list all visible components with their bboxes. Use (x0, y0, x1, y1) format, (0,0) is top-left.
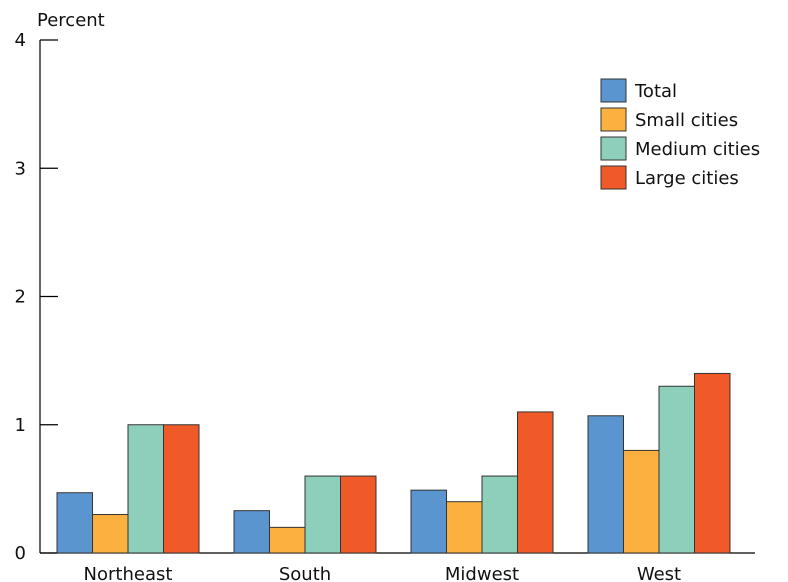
y-tick-label: 4 (15, 30, 26, 51)
x-tick-label: South (279, 564, 331, 582)
y-axis-ticks: 0 1 2 3 4 (15, 30, 58, 564)
bars (56, 372, 731, 554)
x-tick-label: Northeast (84, 564, 173, 582)
bar-south-total (233, 510, 270, 554)
bar-northeast-small-cities (92, 514, 129, 554)
bar-northeast-medium-cities (127, 424, 164, 554)
bar-west-medium-cities (658, 385, 695, 554)
bar-west-large-cities (694, 372, 731, 554)
x-tick-label: Midwest (445, 564, 519, 582)
y-tick-label: 2 (15, 287, 26, 308)
bar-midwest-medium-cities (481, 475, 518, 554)
y-tick-label: 0 (15, 543, 26, 564)
x-axis-labels: Northeast South Midwest West (84, 564, 682, 582)
legend-swatch (600, 78, 627, 103)
bar-west-small-cities (623, 449, 660, 554)
bar-midwest-large-cities (517, 411, 554, 554)
x-tick-label: West (637, 564, 681, 582)
legend-swatch (600, 107, 627, 132)
legend-label: Total (634, 81, 677, 102)
y-tick-label: 3 (15, 158, 26, 179)
legend: Total Small cities Medium cities Large citi… (600, 78, 760, 190)
legend-swatch (600, 136, 627, 161)
bar-northeast-total (56, 492, 93, 554)
bar-west-total (587, 415, 624, 554)
legend-swatch (600, 165, 627, 190)
y-axis-title: Percent (37, 10, 105, 31)
legend-label: Large cities (635, 168, 739, 189)
bar-midwest-small-cities (446, 501, 483, 554)
bar-south-small-cities (269, 526, 306, 554)
bar-south-medium-cities (304, 475, 341, 554)
bar-south-large-cities (340, 475, 377, 554)
bar-midwest-total (410, 489, 447, 554)
y-tick-label: 1 (15, 415, 26, 436)
bar-northeast-large-cities (163, 424, 200, 554)
legend-label: Small cities (635, 110, 738, 131)
legend-label: Medium cities (635, 139, 760, 160)
